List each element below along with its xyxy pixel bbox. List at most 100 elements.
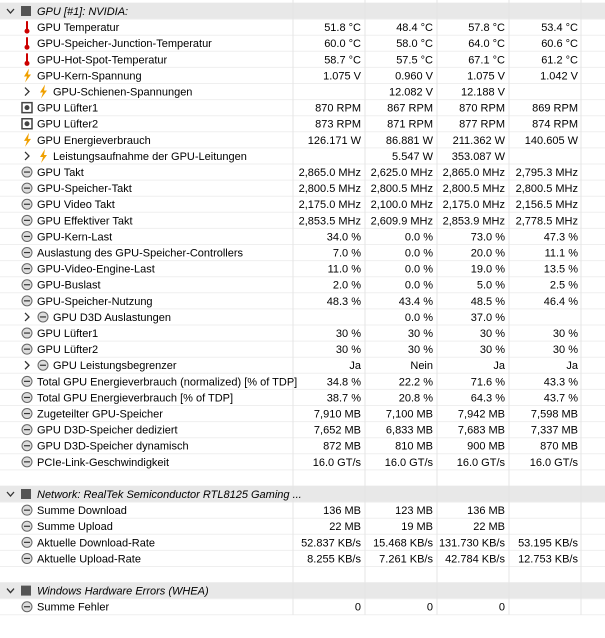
icon: [21, 456, 33, 468]
sensor-label: GPU Lüfter2: [37, 119, 98, 131]
sensor-value: 1.075 V: [467, 70, 506, 82]
sensor-value: 0.0 %: [405, 312, 433, 324]
sensor-value: 7,683 MB: [458, 425, 505, 437]
sensor-label: GPU-Buslast: [37, 280, 101, 292]
sensor-label: GPU Effektiver Takt: [37, 215, 133, 227]
sensor-label: GPU-Schienen-Spannungen: [53, 86, 192, 98]
sensor-label: Total GPU Energieverbrauch [% of TDP]: [37, 392, 233, 404]
expand-arrow: [24, 87, 30, 97]
sensor-value: 131.730 KB/s: [439, 537, 506, 549]
sensor-value: 7,910 MB: [314, 408, 361, 420]
sensor-value: 73.0 %: [471, 231, 505, 243]
sensor-label: GPU Temperatur: [37, 22, 120, 34]
sensor-value: 7,100 MB: [386, 408, 433, 420]
icon-lightning: [24, 68, 31, 83]
sensor-label: GPU-Speicher-Takt: [37, 183, 132, 195]
icon-fan-hub: [24, 105, 30, 111]
icon: [21, 408, 33, 420]
icon: [21, 101, 33, 114]
icon: [21, 214, 33, 226]
collapse-arrow: [6, 491, 15, 497]
sensor-value: 60.0 °C: [324, 38, 361, 50]
section-title: Network: RealTek Semiconductor RTL8125 G…: [37, 489, 302, 501]
icon: [21, 263, 33, 275]
sensor-value: Ja: [493, 360, 506, 372]
sensor-value: 136 MB: [467, 505, 505, 517]
sensor-value: 22.2 %: [399, 376, 433, 388]
sensor-label: Summe Fehler: [37, 602, 109, 614]
sensor-value: 1.075 V: [323, 70, 362, 82]
sensor-value: 7.0 %: [333, 247, 361, 259]
sensor-value: 2,865.0 MHz: [299, 167, 361, 179]
sensor-value: 43.7 %: [544, 392, 578, 404]
sensor-value: 873 RPM: [315, 119, 361, 131]
sensor-value: 2,865.0 MHz: [443, 167, 505, 179]
sensor-value: 810 MB: [395, 441, 433, 453]
icon: [21, 327, 33, 339]
sensor-label: Total GPU Energieverbrauch (normalized) …: [37, 376, 297, 388]
sensor-label: PCIe-Link-Geschwindigkeit: [37, 457, 169, 469]
sensor-value: 7,942 MB: [458, 408, 505, 420]
expand-arrow: [24, 312, 30, 322]
sensor-value: 30 %: [336, 344, 361, 356]
section-icon: [21, 6, 31, 16]
sensor-label: Auslastung des GPU-Speicher-Controllers: [37, 247, 244, 259]
sensor-value: 2,800.5 MHz: [299, 183, 361, 195]
sensor-value: 34.8 %: [327, 376, 361, 388]
sensor-value: 0.0 %: [405, 280, 433, 292]
sensor-value: 5.0 %: [477, 280, 505, 292]
icon: [21, 520, 33, 532]
section-header-bg: [0, 3, 605, 20]
sensor-value: 43.3 %: [544, 376, 578, 388]
sensor-value: 53.195 KB/s: [518, 537, 578, 549]
sensor-value: 16.0 GT/s: [313, 457, 362, 469]
sensor-value: 869 RPM: [532, 103, 578, 115]
icon: [21, 552, 33, 564]
sensor-value: 123 MB: [395, 505, 433, 517]
sensor-value: 140.605 W: [525, 135, 579, 147]
sensor-value: 870 RPM: [315, 103, 361, 115]
sensor-value: 16.0 GT/s: [530, 457, 579, 469]
sensor-label: GPU-Kern-Last: [37, 231, 112, 243]
sensor-value: 37.0 %: [471, 312, 505, 324]
sensor-value: 2,175.0 MHz: [443, 199, 505, 211]
sensor-label: GPU D3D-Speicher dediziert: [37, 425, 178, 437]
collapse-arrow: [6, 8, 15, 14]
icon-bulb: [24, 44, 30, 50]
sensor-value: 19.0 %: [471, 264, 505, 276]
sensor-value: 2,625.0 MHz: [371, 167, 433, 179]
sensor-value: 0: [499, 602, 505, 614]
icon: [21, 601, 33, 613]
icon: [21, 166, 33, 178]
section-title: Windows Hardware Errors (WHEA): [37, 586, 209, 598]
icon: [24, 53, 30, 66]
sensor-value: Ja: [566, 360, 579, 372]
sensor-value: 0.0 %: [405, 231, 433, 243]
sensor-value: 16.0 GT/s: [457, 457, 506, 469]
sensor-value: 0.960 V: [395, 70, 434, 82]
sensor-value: 2,175.0 MHz: [299, 199, 361, 211]
icon: [40, 84, 47, 99]
sensor-value: 2,800.5 MHz: [516, 183, 578, 195]
sensor-label: GPU Energieverbrauch: [37, 135, 151, 147]
sensor-value: 126.171 W: [308, 135, 362, 147]
section-header-bg: [0, 486, 605, 503]
sensor-value: 30 %: [553, 344, 578, 356]
sensor-label: Zugeteilter GPU-Speicher: [37, 408, 163, 420]
sensor-value: 7.261 KB/s: [379, 553, 433, 565]
sensor-value: 19 MB: [401, 521, 433, 533]
sensor-value: 2,156.5 MHz: [516, 199, 578, 211]
sensor-value: 34.0 %: [327, 231, 361, 243]
sensor-value: 7,337 MB: [531, 425, 578, 437]
sensor-value: 870 MB: [540, 441, 578, 453]
sensor-value: 86.881 W: [386, 135, 434, 147]
sensor-value: 42.784 KB/s: [445, 553, 505, 565]
icon: [21, 279, 33, 291]
icon: [40, 148, 47, 163]
sensor-value: 48.4 °C: [396, 22, 433, 34]
icon: [24, 21, 30, 34]
sensor-value: 2,800.5 MHz: [371, 183, 433, 195]
sensor-label: GPU Lüfter2: [37, 344, 98, 356]
icon: [24, 132, 31, 147]
sensor-value: 46.4 %: [544, 296, 578, 308]
